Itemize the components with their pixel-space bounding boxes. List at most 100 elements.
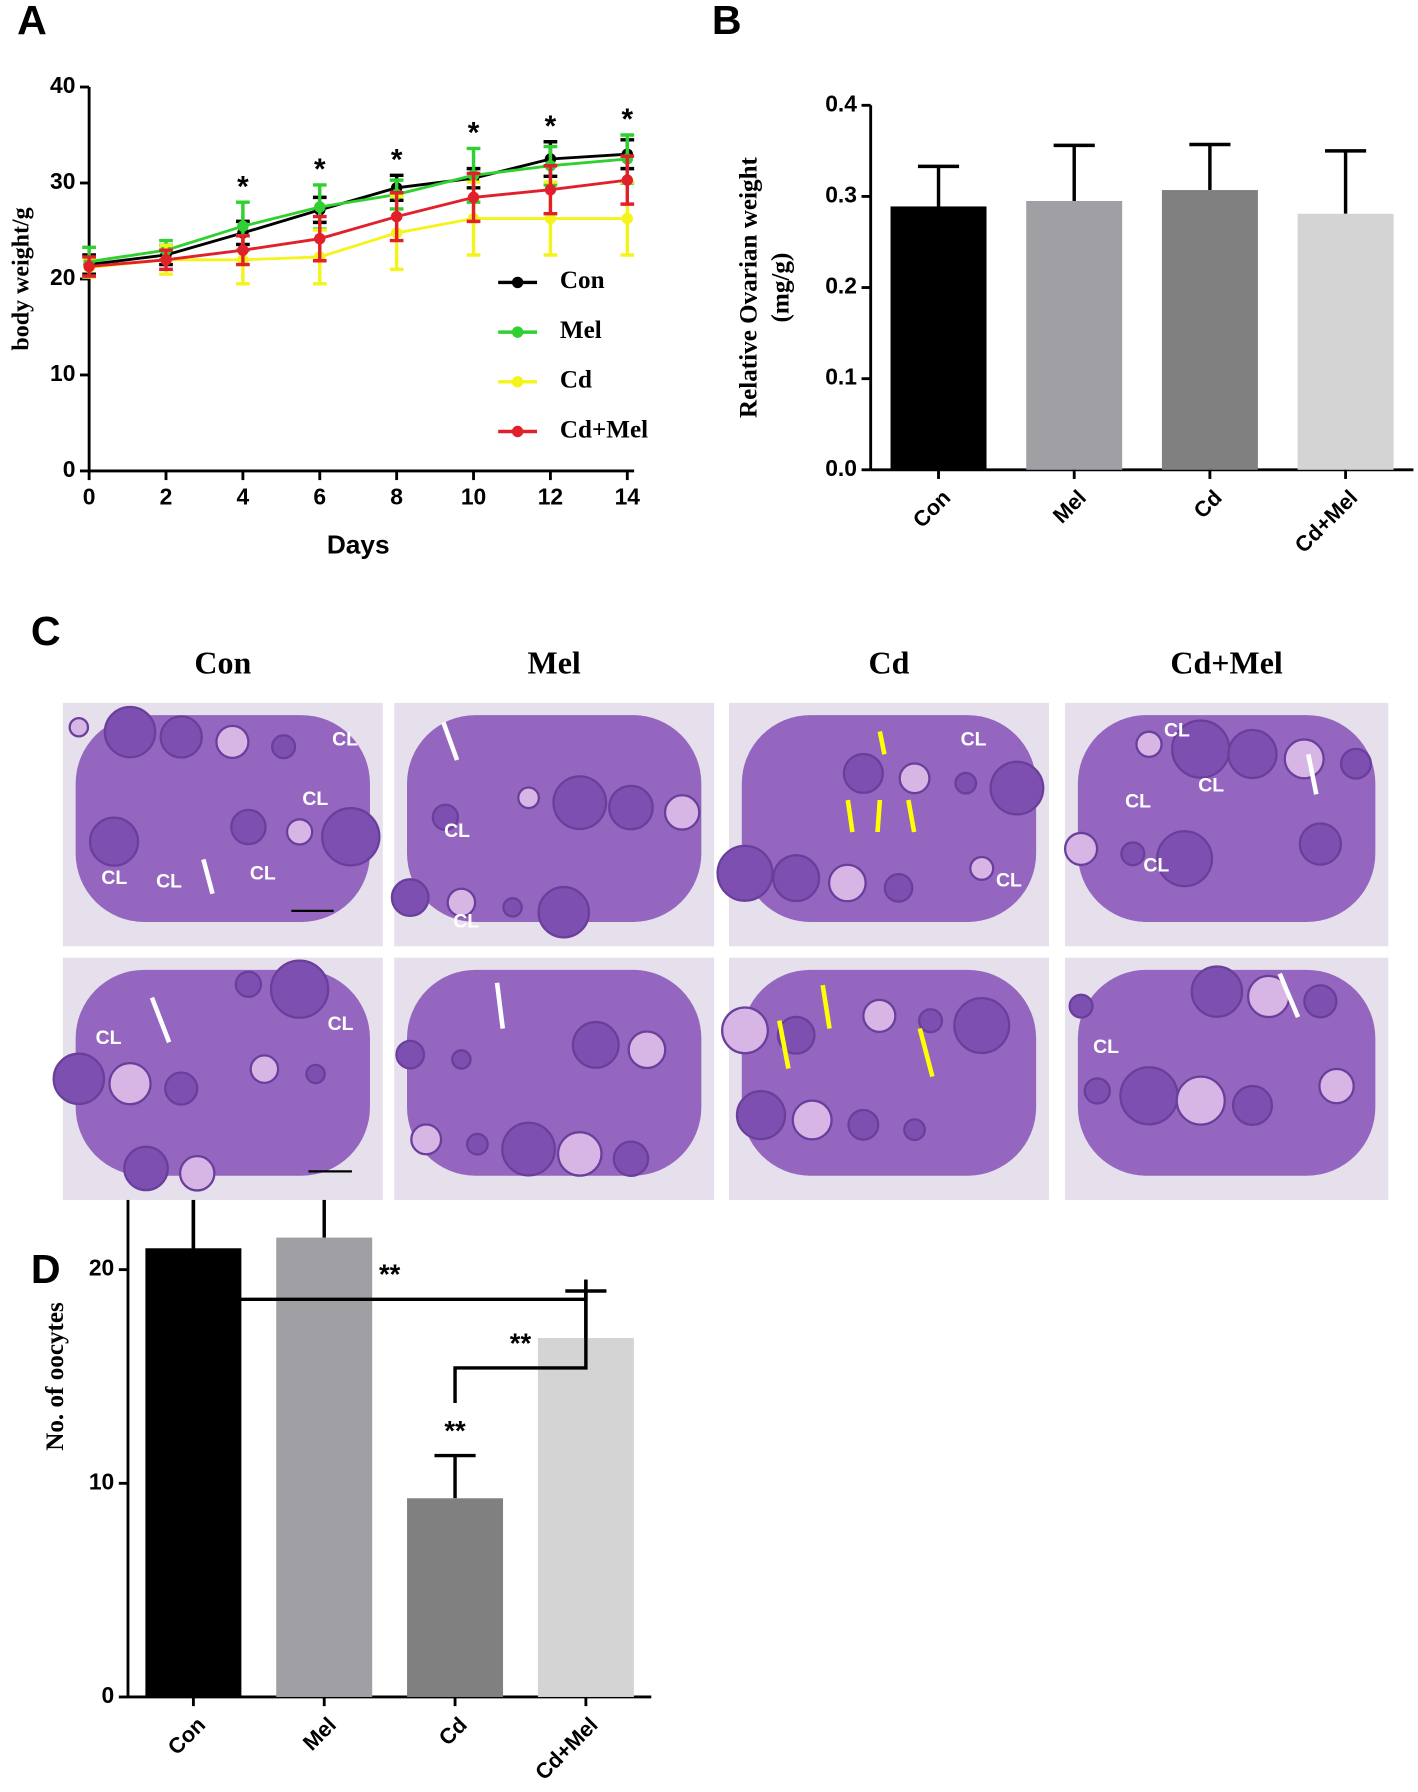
arrow (820, 984, 832, 1029)
follicle (735, 1090, 787, 1141)
histology-image: CL CL (716, 702, 1049, 947)
arrow (1277, 972, 1301, 1019)
legend-label: Mel (560, 317, 602, 344)
histology-image (394, 957, 715, 1200)
x-tick-label: 14 (615, 483, 641, 509)
significance: * (237, 170, 249, 203)
x-tick-label: Mel (1048, 485, 1091, 528)
point (467, 191, 480, 204)
follicle (159, 715, 203, 759)
y-tick-label: 0.0 (825, 455, 857, 481)
follicle (1227, 728, 1278, 780)
arrow (877, 731, 887, 755)
legend-label: Cd+Mel (560, 416, 648, 443)
follicle (1298, 822, 1343, 866)
x-tick-label: Con (163, 1712, 210, 1759)
follicle (772, 854, 821, 903)
follicle (1156, 830, 1214, 888)
error-bar (917, 164, 960, 207)
follicle (178, 1155, 216, 1192)
follicle (451, 1049, 472, 1070)
y-tick-label: 0 (63, 456, 76, 482)
arrow (917, 1027, 935, 1078)
tissue (75, 715, 370, 922)
follicle (249, 1054, 280, 1084)
follicle (1175, 1075, 1226, 1126)
error-bar (434, 1453, 476, 1499)
bar (537, 1338, 634, 1697)
follicle (537, 885, 591, 939)
x-tick-label: Con (908, 485, 955, 532)
panel-label: B (712, 0, 742, 43)
y-axis-label: (mg/g) (767, 253, 794, 323)
series-line (88, 152, 628, 267)
follicle (1231, 1084, 1274, 1127)
follicle (501, 1121, 557, 1177)
follicle (305, 1063, 326, 1085)
bar (890, 206, 987, 470)
follicle (847, 1108, 880, 1141)
x-tick-label: 2 (160, 483, 173, 509)
x-tick-label: Cd (1189, 485, 1227, 523)
arrow (845, 799, 855, 833)
legend-marker (511, 376, 524, 388)
follicle (1083, 1077, 1111, 1105)
follicle (954, 771, 978, 795)
y-axis-label: No. of oocytes (42, 1302, 69, 1451)
tissue (407, 715, 702, 922)
image-label: CL (101, 867, 127, 889)
legend-marker (511, 276, 524, 289)
follicle (446, 887, 477, 918)
follicle (552, 775, 608, 831)
bar (276, 1237, 373, 1697)
panel-label: A (17, 0, 47, 43)
y-tick-label: 20 (89, 1255, 114, 1281)
x-tick-label: Cd+Mel (530, 1712, 603, 1785)
follicle (52, 1052, 106, 1106)
follicle (108, 1061, 152, 1106)
follicle (969, 855, 995, 881)
column-title: Cd+Mel (1170, 645, 1282, 681)
histology-image: CL CL CL CL CL (62, 702, 383, 947)
follicle (410, 1123, 443, 1156)
follicle (898, 762, 931, 795)
error-bar (1325, 149, 1367, 214)
image-label: CL (156, 870, 182, 892)
significance: * (622, 103, 634, 136)
follicle (1303, 984, 1338, 1019)
follicle (1283, 738, 1325, 780)
image-label: CL (302, 788, 328, 810)
panel-label: D (31, 1246, 61, 1292)
bar (145, 1248, 242, 1697)
follicle (164, 1071, 199, 1106)
significance: * (391, 143, 403, 176)
bracket (453, 1279, 588, 1403)
significance: * (545, 110, 557, 143)
bracket-label: ** (379, 1259, 401, 1290)
arrow (875, 799, 883, 833)
follicle (1119, 1066, 1179, 1126)
point (160, 254, 172, 266)
y-tick-label: 0.1 (825, 364, 857, 390)
legend-label: Con (560, 267, 605, 294)
point (621, 174, 634, 186)
follicle (502, 897, 523, 918)
arrow (201, 858, 215, 895)
error-bar (1189, 142, 1231, 191)
image-label: CL (996, 869, 1022, 891)
follicle (903, 1118, 926, 1142)
follicle (1135, 730, 1163, 758)
follicle (215, 724, 250, 759)
tissue (407, 969, 702, 1176)
image-label: CL (1164, 720, 1190, 742)
error-bar (1053, 143, 1095, 201)
x-tick-label: 6 (313, 483, 326, 509)
y-tick-label: 40 (50, 72, 75, 98)
follicle (663, 794, 701, 831)
x-tick-label: Mel (298, 1712, 341, 1755)
y-tick-label: 0 (102, 1682, 115, 1708)
column-title: Con (194, 645, 251, 681)
x-tick-label: 10 (461, 483, 486, 509)
follicle (612, 1140, 650, 1178)
y-tick-label: 20 (50, 264, 75, 290)
